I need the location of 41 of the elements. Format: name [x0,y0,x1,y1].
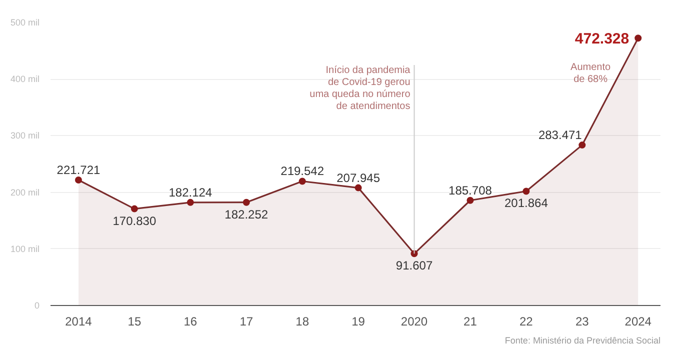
x-tick-label: 23 [575,314,590,328]
x-tick-label: 18 [296,314,310,328]
point [578,142,586,149]
x-tick-label: 19 [352,314,366,328]
data-label: 207.945 [336,170,380,185]
data-label: 283.471 [538,128,582,142]
annotation: Início da pandemia de Covid-19 gerou uma queda no número de atendimentos [310,64,411,112]
point [242,198,250,206]
x-tick-label: 17 [240,314,254,328]
point [466,196,474,204]
y-tick-label: 400 mil [10,74,40,84]
y-tick-label: 300 mil [10,130,40,141]
x-tick-label: 2024 [624,314,652,328]
point [74,176,82,184]
annotation: Aumento de 68% [570,62,611,86]
data-label: 170.830 [112,214,156,228]
point [298,178,306,185]
x-tick-label: 2014 [65,314,92,328]
source-note: Fonte: Ministério da Previdência Social [504,336,661,346]
x-tick-label: 21 [464,314,478,328]
x-tick-label: 16 [184,314,198,328]
x-tick-label: 2020 [400,314,428,328]
y-tick-label: 100 mil [10,244,40,254]
point [634,34,642,42]
y-tick-label: 500 mil [10,18,40,28]
data-label: 201.864 [504,196,548,210]
data-label: 185.708 [448,183,492,198]
point [130,205,138,212]
y-tick-label: 0 [34,300,40,310]
x-tick-label: 22 [520,314,534,328]
data-label: 219.542 [280,164,324,178]
x-tick-label: 15 [128,314,142,328]
data-label: 182.124 [168,185,212,200]
point [354,184,362,192]
data-label: 221.721 [56,163,100,178]
data-label: 472.328 [574,30,630,48]
y-tick-label: 200 mil [10,187,40,198]
point [186,198,194,206]
data-label: 182.252 [224,207,268,222]
data-label: 91.607 [396,258,433,273]
point [522,188,530,195]
